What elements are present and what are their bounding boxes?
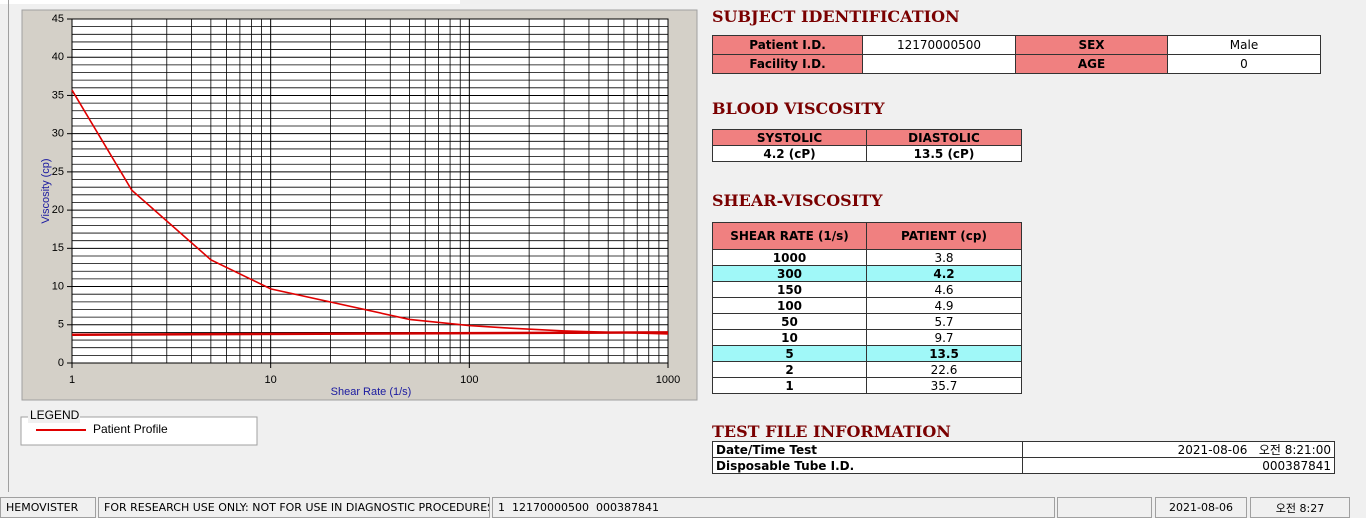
x-axis-label: Shear Rate (1/s) <box>331 386 412 398</box>
x-tick-label: 10 <box>265 374 277 386</box>
section-title: TEST FILE INFORMATION <box>712 422 951 441</box>
y-tick-label: 15 <box>52 242 64 254</box>
top-strip <box>0 0 460 4</box>
plot-border <box>71 18 669 364</box>
legend-label: Patient Profile <box>93 422 168 436</box>
status-segment <box>1057 497 1152 518</box>
shear-rate: 1 <box>712 377 867 394</box>
chart: Shear Rate (1/s) Viscosity (cp) LEGEND 0… <box>20 9 698 446</box>
viscosity-value: 4.2 (cP) <box>712 145 867 162</box>
field-label: SEX <box>1015 35 1168 55</box>
field-value: 12170000500 <box>862 35 1016 55</box>
shear-rate: 150 <box>712 281 867 298</box>
field-value <box>862 54 1016 74</box>
y-tick-label: 35 <box>52 89 64 101</box>
plot-area <box>72 19 668 363</box>
left-border <box>8 0 9 492</box>
info-value: 2021-08-06 오전 8:21:00 <box>1022 441 1335 458</box>
field-label: Patient I.D. <box>712 35 863 55</box>
series-line <box>71 89 669 335</box>
patient-value: 4.9 <box>866 297 1022 314</box>
section-title: SHEAR-VISCOSITY <box>712 191 883 210</box>
y-tick-label: 25 <box>52 166 64 178</box>
y-tick-label: 5 <box>58 319 64 331</box>
y-tick-label: 10 <box>52 280 64 292</box>
field-value: 0 <box>1167 54 1321 74</box>
patient-value: 5.7 <box>866 313 1022 330</box>
field-label: Facility I.D. <box>712 54 863 74</box>
info-value: 000387841 <box>1022 457 1335 474</box>
patient-value: 4.6 <box>866 281 1022 298</box>
field-value: Male <box>1167 35 1321 55</box>
patient-value: 22.6 <box>866 361 1022 378</box>
patient-value: 4.2 <box>866 265 1022 282</box>
series-line <box>71 331 669 336</box>
status-segment: 1 12170000500 000387841 <box>492 497 1055 518</box>
y-tick-label: 45 <box>52 13 64 25</box>
y-tick-label: 40 <box>52 51 64 63</box>
column-header: PATIENT (cp) <box>866 222 1022 250</box>
patient-value: 35.7 <box>866 377 1022 394</box>
shear-rate: 5 <box>712 345 867 362</box>
patient-value: 3.8 <box>866 249 1022 266</box>
column-header: DIASTOLIC <box>866 129 1022 146</box>
x-tick-label: 100 <box>460 374 478 386</box>
legend-title-bg <box>28 409 80 423</box>
status-segment: HEMOVISTER <box>0 497 96 518</box>
shear-rate: 50 <box>712 313 867 330</box>
info-label: Disposable Tube I.D. <box>712 457 1023 474</box>
legend-title: LEGEND <box>30 408 80 422</box>
y-tick-label: 20 <box>52 204 64 216</box>
status-segment: 오전 8:27 <box>1250 497 1350 518</box>
x-tick-label: 1000 <box>656 374 680 386</box>
column-header: SHEAR RATE (1/s) <box>712 222 867 250</box>
status-segment: FOR RESEARCH USE ONLY: NOT FOR USE IN DI… <box>98 497 490 518</box>
info-label: Date/Time Test <box>712 441 1023 458</box>
section-title: SUBJECT IDENTIFICATION <box>712 7 960 26</box>
y-axis-label: Viscosity (cp) <box>40 158 52 223</box>
column-header: SYSTOLIC <box>712 129 867 146</box>
patient-value: 9.7 <box>866 329 1022 346</box>
section-title: BLOOD VISCOSITY <box>712 99 885 118</box>
patient-value: 13.5 <box>866 345 1022 362</box>
shear-rate: 2 <box>712 361 867 378</box>
shear-rate: 1000 <box>712 249 867 266</box>
y-tick-label: 30 <box>52 128 64 140</box>
viscosity-value: 13.5 (cP) <box>866 145 1022 162</box>
shear-rate: 10 <box>712 329 867 346</box>
x-tick-label: 1 <box>69 374 75 386</box>
field-label: AGE <box>1015 54 1168 74</box>
shear-rate: 300 <box>712 265 867 282</box>
y-tick-label: 0 <box>58 357 64 369</box>
shear-rate: 100 <box>712 297 867 314</box>
status-segment: 2021-08-06 <box>1155 497 1247 518</box>
